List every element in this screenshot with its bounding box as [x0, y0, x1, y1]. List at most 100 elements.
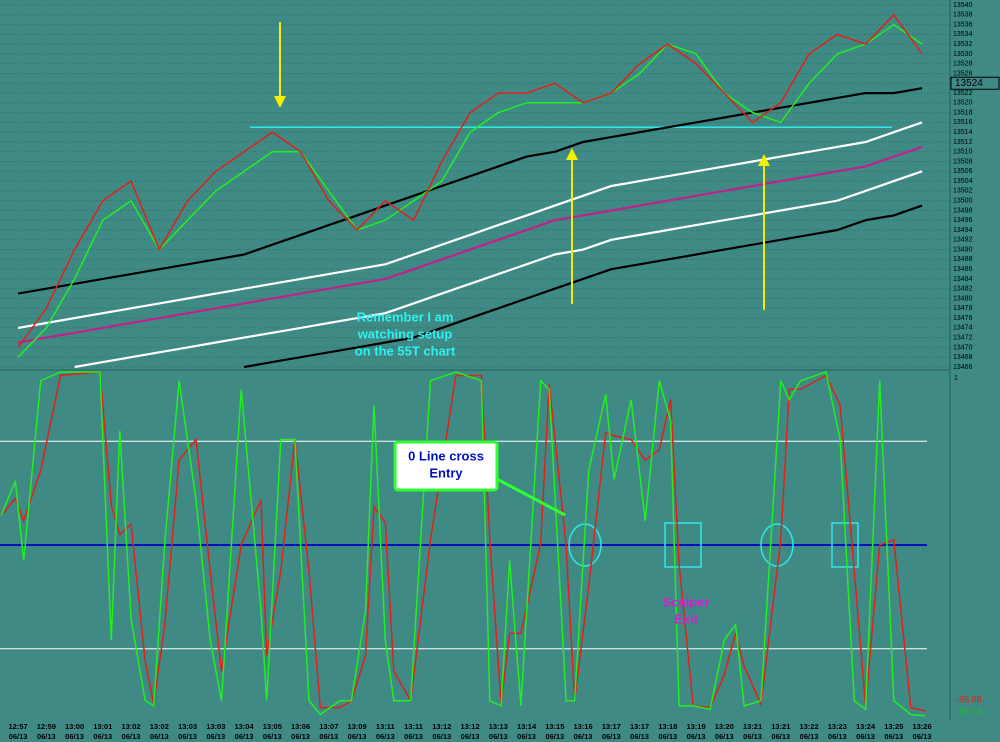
x-tick-label: 13:09: [347, 722, 366, 731]
arrow-head: [566, 148, 578, 160]
series-line: [243, 204, 923, 369]
arrows: [274, 22, 770, 310]
y-tick-label: 13486: [953, 266, 973, 273]
x-date-label: 06/13: [828, 732, 847, 741]
x-tick-label: 13:11: [404, 722, 423, 731]
x-date-label: 06/13: [658, 732, 677, 741]
x-tick-label: 13:21: [771, 722, 790, 731]
exit-note: Exit: [674, 611, 699, 626]
x-tick-label: 13:16: [573, 722, 592, 731]
y-tick-label: 13512: [953, 139, 973, 146]
x-date-label: 06/13: [884, 732, 903, 741]
y-tick-label: 13540: [953, 2, 973, 9]
y-tick-label: 13490: [953, 246, 973, 253]
arrow-head: [758, 154, 770, 166]
y-tick-label: 13514: [953, 129, 973, 136]
x-tick-label: 13:00: [65, 722, 84, 731]
x-date-label: 06/13: [602, 732, 621, 741]
x-tick-label: 13:24: [856, 722, 876, 731]
x-tick-label: 13:05: [263, 722, 282, 731]
y-tick-label: 13528: [953, 61, 973, 68]
x-tick-label: 13:03: [206, 722, 225, 731]
x-tick-label: 13:02: [121, 722, 140, 731]
x-date-label: 06/13: [9, 732, 28, 741]
x-tick-label: 13:07: [319, 722, 338, 731]
annotation: on the 55T chart: [355, 343, 456, 358]
x-date-label: 06/13: [517, 732, 536, 741]
x-tick-label: 13:20: [715, 722, 734, 731]
series-line: [17, 23, 923, 358]
x-tick-label: 13:17: [602, 722, 621, 731]
x-date-label: 06/13: [263, 732, 282, 741]
x-date-label: 06/13: [461, 732, 480, 741]
x-tick-label: 13:02: [150, 722, 169, 731]
x-date-label: 06/13: [37, 732, 56, 741]
x-date-label: 06/13: [404, 732, 423, 741]
x-tick-label: 13:21: [743, 722, 762, 731]
series-line: [17, 13, 923, 348]
x-date-label: 06/13: [376, 732, 395, 741]
x-date-label: 06/13: [545, 732, 564, 741]
x-tick-label: 13:12: [432, 722, 451, 731]
x-tick-label: 13:14: [517, 722, 537, 731]
x-date-label: 06/13: [687, 732, 706, 741]
x-tick-label: 13:19: [686, 722, 705, 731]
x-date-label: 06/13: [630, 732, 649, 741]
marker-square: [664, 522, 702, 568]
series-line: [17, 121, 923, 329]
y-tick-label: 13474: [953, 325, 973, 332]
y-tick-label: 13510: [953, 149, 973, 156]
x-date-label: 06/13: [489, 732, 508, 741]
x-date-label: 06/13: [800, 732, 819, 741]
x-tick-label: 13:13: [489, 722, 508, 731]
callout-pointer: [494, 476, 566, 517]
x-date-label: 06/13: [235, 732, 254, 741]
x-tick-label: 12:57: [8, 722, 27, 731]
x-tick-label: 12:59: [37, 722, 56, 731]
y-tick-label: 13478: [953, 305, 973, 312]
y-tick-label: 13522: [953, 90, 973, 97]
corner-label: 1: [954, 375, 958, 382]
x-date-label: 06/13: [291, 732, 310, 741]
last-price: 13524: [955, 78, 983, 89]
x-tick-label: 13:25: [884, 722, 903, 731]
arrow-head: [274, 96, 286, 108]
y-tick-label: 13536: [953, 21, 973, 28]
y-tick-label: 13500: [953, 198, 973, 205]
x-date-label: 06/13: [122, 732, 141, 741]
x-tick-label: 13:12: [460, 722, 479, 731]
x-date-label: 06/13: [771, 732, 790, 741]
y-tick-label: 13492: [953, 237, 973, 244]
series-line: [17, 145, 923, 344]
y-tick-label: 13480: [953, 295, 973, 302]
x-tick-label: 13:06: [291, 722, 310, 731]
x-tick-label: 13:26: [912, 722, 931, 731]
x-date-label: 06/13: [65, 732, 84, 741]
y-tick-label: 13516: [953, 119, 973, 126]
x-date-label: 06/13: [150, 732, 169, 741]
x-tick-label: 13:15: [545, 722, 564, 731]
y-tick-label: 13518: [953, 109, 973, 116]
x-date-label: 06/13: [913, 732, 932, 741]
x-date-label: 06/13: [319, 732, 338, 741]
x-tick-label: 13:11: [376, 722, 395, 731]
x-date-label: 06/13: [432, 732, 451, 741]
annotation: watching setup: [357, 326, 453, 341]
last-value: -98.74: [956, 706, 982, 716]
y-tick-label: 13484: [953, 276, 973, 283]
x-tick-label: 13:17: [630, 722, 649, 731]
y-tick-label: 13506: [953, 168, 973, 175]
series-line: [0, 371, 925, 717]
x-date-label: 06/13: [206, 732, 225, 741]
callout-text: 0 Line cross: [408, 448, 484, 463]
x-date-label: 06/13: [93, 732, 112, 741]
x-date-label: 06/13: [574, 732, 593, 741]
y-tick-label: 13468: [953, 354, 973, 361]
y-tick-label: 13530: [953, 51, 973, 58]
y-tick-label: 13502: [953, 188, 973, 195]
last-value: -95.88: [956, 694, 982, 704]
y-tick-label: 13538: [953, 12, 973, 19]
y-tick-label: 13534: [953, 31, 973, 38]
